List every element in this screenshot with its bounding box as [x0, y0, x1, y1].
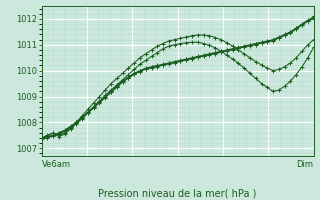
Text: Ve6am: Ve6am: [42, 160, 71, 169]
Text: Pression niveau de la mer( hPa ): Pression niveau de la mer( hPa ): [99, 189, 257, 199]
Text: Dim: Dim: [297, 160, 314, 169]
